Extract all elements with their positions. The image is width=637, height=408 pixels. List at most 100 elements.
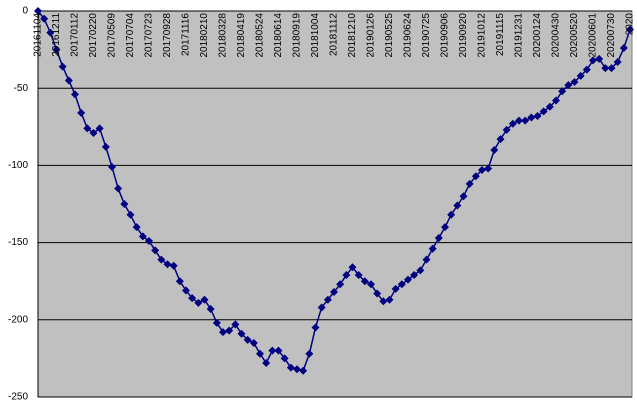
marker	[317, 303, 326, 312]
marker	[262, 359, 271, 368]
marker	[471, 172, 480, 181]
marker	[83, 124, 92, 133]
marker	[453, 201, 462, 210]
marker	[465, 179, 474, 188]
x-tick-label: 20161211	[51, 13, 62, 57]
x-tick-label: 20190126	[366, 13, 377, 58]
x-tick-label: 20190525	[384, 13, 395, 58]
marker	[330, 288, 338, 297]
marker	[256, 349, 264, 358]
x-tick-label: 20180524	[255, 13, 266, 58]
marker	[194, 298, 203, 307]
marker	[441, 223, 449, 232]
y-tick-label: -250	[8, 392, 28, 403]
marker	[225, 326, 234, 335]
marker	[613, 57, 622, 66]
x-tick-label: 20171116	[181, 13, 192, 56]
marker	[182, 286, 190, 295]
marker	[404, 275, 412, 284]
marker	[249, 338, 258, 347]
x-tick-label: 20180419	[236, 13, 247, 58]
x-tick-label: 20190624	[403, 13, 414, 58]
x-tick-label: 20161104	[33, 13, 44, 57]
marker	[237, 329, 246, 338]
y-tick-label: -100	[8, 160, 28, 171]
marker	[71, 90, 79, 99]
x-tick-label: 20190920	[458, 13, 469, 58]
marker	[299, 366, 308, 375]
marker	[342, 271, 351, 280]
marker	[508, 119, 517, 128]
marker	[360, 277, 369, 286]
marker	[422, 255, 431, 264]
marker	[52, 45, 61, 54]
y-tick-label: -150	[8, 237, 28, 248]
marker	[219, 328, 227, 337]
marker	[108, 162, 116, 171]
x-tick-label: 2020	[625, 13, 636, 36]
marker	[391, 284, 400, 293]
x-tick-label: 20191115	[495, 13, 506, 56]
marker	[157, 255, 166, 264]
marker	[601, 64, 610, 73]
marker	[293, 365, 301, 374]
x-tick-label: 20170704	[125, 13, 136, 58]
marker	[126, 210, 135, 219]
marker	[502, 125, 511, 134]
marker	[274, 346, 283, 355]
marker	[286, 363, 295, 372]
marker	[336, 280, 345, 289]
x-tick-label: 20200520	[569, 13, 580, 58]
marker	[447, 210, 456, 219]
x-tick-label: 20170509	[107, 13, 118, 58]
marker	[120, 200, 129, 208]
marker	[539, 107, 548, 116]
marker	[459, 192, 468, 201]
plot-area	[37, 10, 633, 398]
x-tick-label: 20181004	[310, 13, 321, 58]
marker	[397, 280, 406, 289]
marker	[564, 81, 573, 90]
marker	[478, 166, 486, 175]
x-tick-label: 20181210	[347, 13, 358, 58]
y-tick-label: -200	[8, 314, 28, 325]
x-tick-label: 20170220	[88, 13, 99, 58]
marker	[145, 237, 153, 246]
marker	[231, 320, 240, 329]
marker	[138, 232, 147, 241]
marker	[416, 266, 425, 275]
marker	[114, 184, 123, 193]
marker	[95, 124, 104, 133]
x-tick-label: 20170928	[162, 13, 173, 58]
marker	[496, 135, 505, 144]
marker	[268, 346, 277, 355]
marker	[373, 289, 382, 298]
x-tick-label: 20200730	[606, 13, 617, 58]
marker	[434, 233, 443, 242]
marker	[595, 54, 604, 63]
marker	[101, 142, 110, 151]
marker	[558, 87, 567, 96]
x-tick-label: 20191231	[514, 13, 525, 58]
marker	[589, 56, 597, 65]
marker	[163, 260, 172, 269]
x-tick-label: 20180919	[292, 13, 303, 58]
marker	[527, 113, 536, 122]
marker	[410, 271, 419, 280]
y-tick-label: -50	[14, 83, 29, 94]
marker	[626, 25, 634, 34]
marker	[619, 44, 628, 53]
marker	[484, 164, 493, 173]
marker	[77, 108, 86, 117]
x-tick-label: 20190906	[440, 13, 451, 58]
x-tick-label: 20170723	[144, 13, 155, 58]
marker	[582, 65, 591, 74]
x-tick-label: 20181112	[329, 13, 340, 56]
marker	[243, 335, 252, 344]
marker	[607, 64, 616, 73]
marker	[533, 111, 542, 120]
marker	[385, 295, 394, 304]
marker	[151, 246, 160, 255]
marker	[348, 263, 357, 272]
marker	[552, 96, 560, 105]
